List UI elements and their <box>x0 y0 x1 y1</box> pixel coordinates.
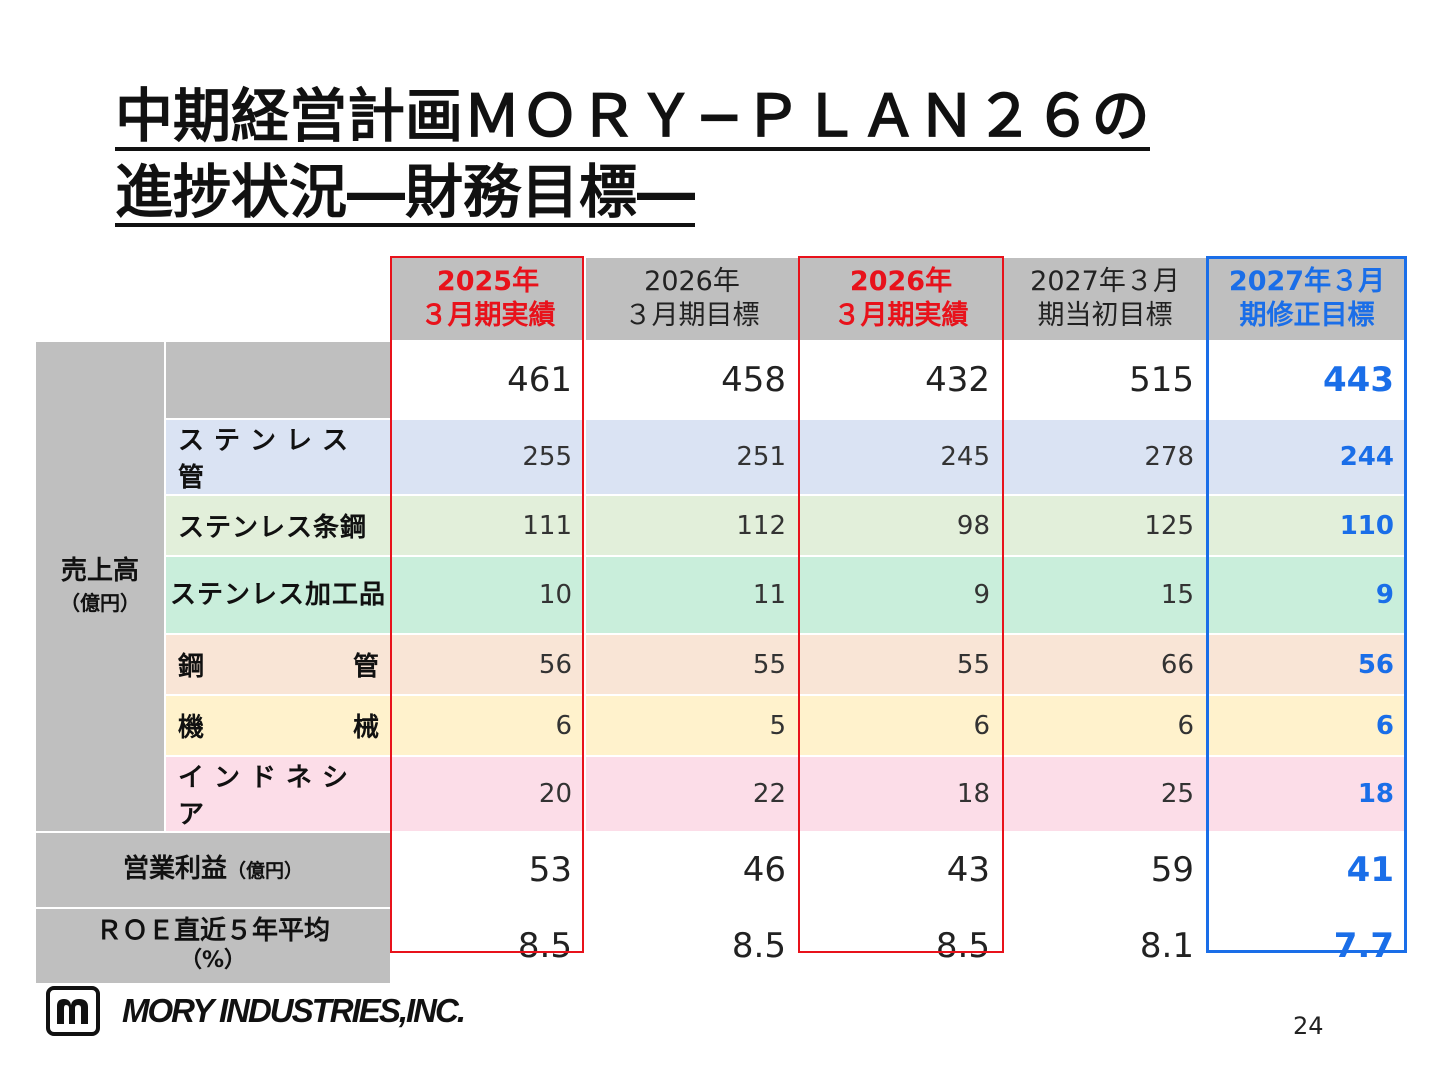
segment-value: 125 <box>1002 494 1208 557</box>
segment-label: ステンレス管 <box>164 418 392 496</box>
segment-value: 22 <box>584 755 800 833</box>
segment-value: 111 <box>390 494 586 557</box>
segment-value: 55 <box>798 633 1004 696</box>
sales-total-value: 515 <box>1002 340 1208 420</box>
segment-value: 112 <box>584 494 800 557</box>
col-header-fy2027-initial-target: 2027年３月 期当初目標 <box>1002 256 1208 342</box>
operating-profit-label: 営業利益（億円） <box>34 831 392 909</box>
header-blank <box>34 256 392 342</box>
segment-value: 11 <box>584 555 800 635</box>
segment-value: 6 <box>1206 694 1408 757</box>
segment-row-machinery: 機械 6 5 6 6 6 <box>35 694 1408 757</box>
segment-value: 244 <box>1206 418 1408 496</box>
sales-total-value: 458 <box>584 340 800 420</box>
sales-total-value: 461 <box>390 340 586 420</box>
slide-title: 中期経営計画ＭＯＲＹ−ＰＬＡＮ２６の 進捗状況―財務目標― <box>115 82 1150 227</box>
roe-value: 8.1 <box>1002 907 1208 985</box>
roe-label: ＲＯＥ直近５年平均 （%） <box>34 907 392 985</box>
col-header-fy2026-target: 2026年 ３月期目標 <box>584 256 800 342</box>
segment-label: 鋼管 <box>164 633 392 696</box>
segment-value: 6 <box>390 694 586 757</box>
operating-profit-value: 46 <box>584 831 800 909</box>
company-logo: MORY INDUSTRIES,INC. <box>46 986 466 1036</box>
sales-group-label: 売上高 （億円） <box>34 340 166 833</box>
segment-row-steel-pipe: 鋼管 56 55 55 66 56 <box>35 633 1408 696</box>
company-name: MORY INDUSTRIES,INC. <box>122 992 466 1029</box>
segment-value: 18 <box>798 755 1004 833</box>
segment-value: 9 <box>1206 555 1408 635</box>
segment-value: 245 <box>798 418 1004 496</box>
segment-row-indonesia: インドネシア 20 22 18 25 18 <box>35 755 1408 833</box>
segment-value: 15 <box>1002 555 1208 635</box>
col-header-fy2026-actual: 2026年 ３月期実績 <box>798 256 1004 342</box>
segment-value: 9 <box>798 555 1004 635</box>
segment-value: 20 <box>390 755 586 833</box>
title-line-2: 進捗状況―財務目標― <box>115 158 696 227</box>
segment-value: 56 <box>390 633 586 696</box>
sales-total-value: 443 <box>1206 340 1408 420</box>
roe-value: 8.5 <box>390 907 586 985</box>
segment-value: 255 <box>390 418 586 496</box>
sales-total-value: 432 <box>798 340 1004 420</box>
segment-value: 110 <box>1206 494 1408 557</box>
operating-profit-row: 営業利益（億円） 53 46 43 59 41 <box>34 831 1408 909</box>
operating-profit-value: 41 <box>1206 831 1408 909</box>
segment-label: ステンレス条鋼 <box>164 494 392 557</box>
col-header-fy2025-actual: 2025年 ３月期実績 <box>390 256 586 342</box>
segment-label: インドネシア <box>164 755 392 833</box>
sales-total-label-cell <box>164 340 392 420</box>
title-line-1: 中期経営計画ＭＯＲＹ−ＰＬＡＮ２６の <box>115 82 1150 151</box>
segment-value: 55 <box>584 633 800 696</box>
segment-row-stainless-processed: ステンレス加工品 10 11 9 15 9 <box>35 555 1408 635</box>
segment-value: 6 <box>798 694 1004 757</box>
segment-value: 25 <box>1002 755 1208 833</box>
roe-value: 7.7 <box>1206 907 1408 985</box>
segment-row-stainless-pipe: ステンレス管 255 251 245 278 244 <box>35 418 1408 496</box>
roe-value: 8.5 <box>584 907 800 985</box>
segment-value: 10 <box>390 555 586 635</box>
segment-label: 機械 <box>164 694 392 757</box>
operating-profit-value: 59 <box>1002 831 1208 909</box>
segment-value: 98 <box>798 494 1004 557</box>
segment-value: 66 <box>1002 633 1208 696</box>
col-header-fy2027-revised-target: 2027年３月 期修正目標 <box>1206 256 1408 342</box>
operating-profit-value: 43 <box>798 831 1004 909</box>
roe-row: ＲＯＥ直近５年平均 （%） 8.5 8.5 8.5 8.1 7.7 <box>34 907 1408 985</box>
logo-mark-icon <box>46 986 100 1036</box>
segment-label: ステンレス加工品 <box>164 555 392 635</box>
segment-value: 251 <box>584 418 800 496</box>
segment-value: 6 <box>1002 694 1208 757</box>
operating-profit-value: 53 <box>390 831 586 909</box>
segment-value: 278 <box>1002 418 1208 496</box>
sales-total-row: 売上高 （億円） 461 458 432 515 443 <box>34 340 1408 833</box>
segment-value: 56 <box>1206 633 1408 696</box>
segment-row-stainless-bar: ステンレス条鋼 111 112 98 125 110 <box>35 494 1408 557</box>
segment-value: 5 <box>584 694 800 757</box>
header-row: 2025年 ３月期実績 2026年 ３月期目標 2026年 ３月期実績 2027年３月… <box>34 256 1408 342</box>
financial-targets-table: 2025年 ３月期実績 2026年 ３月期目標 2026年 ３月期実績 2027年３月… <box>34 256 1408 985</box>
roe-value: 8.5 <box>798 907 1004 985</box>
page-number: 24 <box>1293 1012 1324 1040</box>
segment-value: 18 <box>1206 755 1408 833</box>
